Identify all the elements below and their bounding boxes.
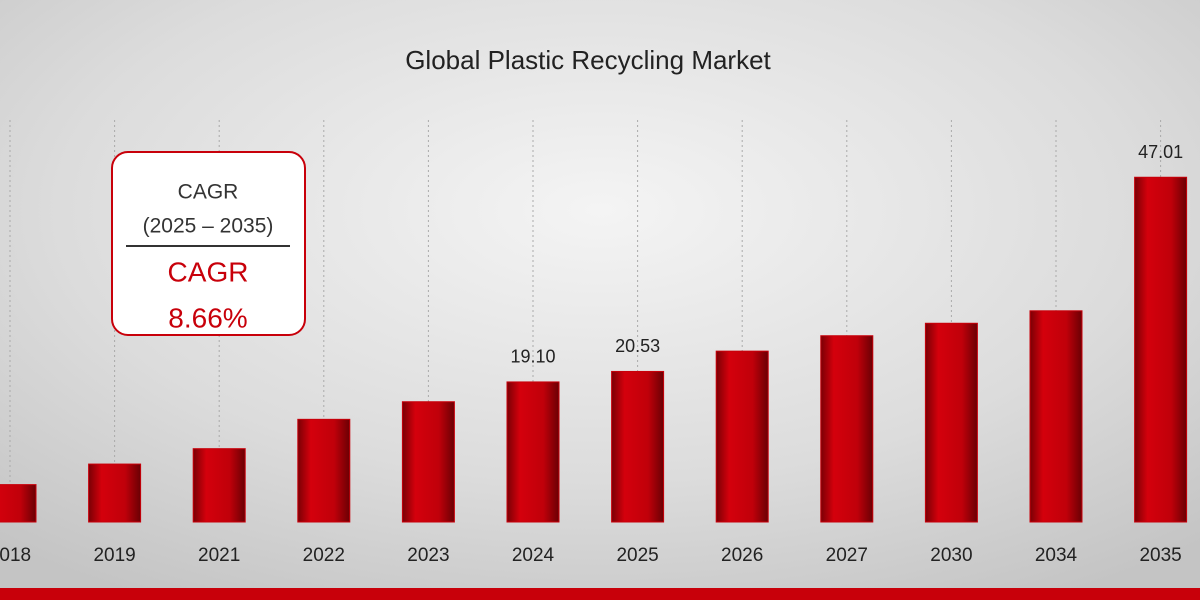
x-tick-label: 2023 — [407, 545, 449, 566]
bar — [0, 484, 37, 523]
x-tick-label: 2035 — [1139, 545, 1181, 566]
data-label: 20.53 — [615, 336, 660, 356]
bottom-strip — [0, 588, 1200, 600]
bar — [820, 335, 874, 523]
bar — [1134, 176, 1188, 523]
bar — [924, 322, 978, 523]
bar — [715, 350, 769, 523]
x-tick-label: 2034 — [1035, 545, 1078, 566]
bar — [401, 401, 455, 523]
x-tick-label: 2022 — [303, 545, 345, 566]
cagr-box: CAGR (2025 – 2035) CAGR 8.66% — [111, 151, 306, 336]
x-tick-label: 2027 — [826, 545, 868, 566]
cagr-label: CAGR — [168, 256, 249, 287]
cagr-title: CAGR — [178, 181, 239, 204]
data-label: 19.10 — [510, 347, 555, 367]
bar — [88, 463, 142, 523]
data-label: 47.01 — [1138, 142, 1183, 162]
x-tick-label: 2025 — [616, 545, 658, 566]
bar — [297, 418, 351, 523]
bar — [1029, 310, 1083, 523]
x-tick-label: 2018 — [0, 545, 31, 566]
x-tick-label: 2030 — [930, 545, 972, 566]
chart-title: Global Plastic Recycling Market — [405, 45, 771, 75]
cagr-frame — [111, 151, 306, 336]
bar — [192, 448, 246, 523]
x-tick-label: 2026 — [721, 545, 763, 566]
bar — [506, 381, 560, 523]
x-tick-label: 2024 — [512, 545, 555, 566]
cagr-value: 8.66% — [168, 302, 247, 333]
bar — [611, 370, 665, 523]
x-tick-label: 2021 — [198, 545, 240, 566]
x-tick-label: 2019 — [93, 545, 135, 566]
cagr-period: (2025 – 2035) — [143, 215, 274, 238]
